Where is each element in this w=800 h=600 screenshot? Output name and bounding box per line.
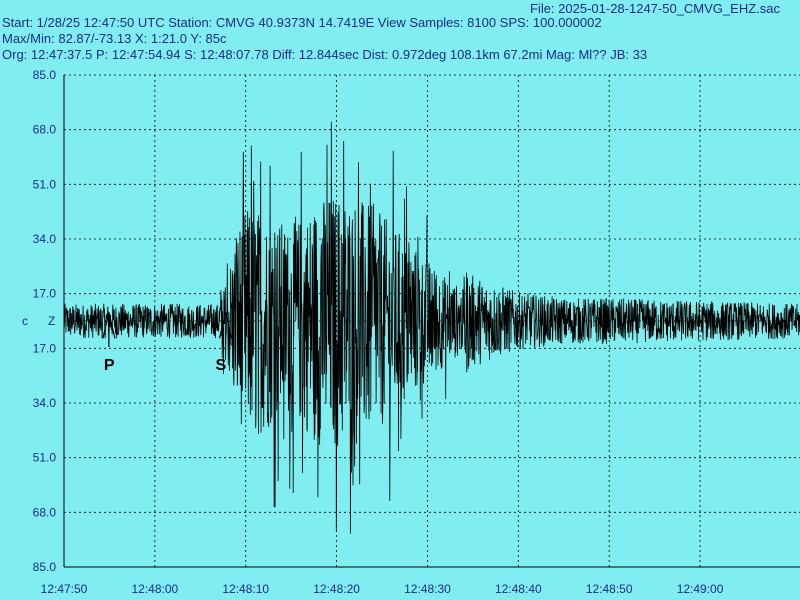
y-tick-label: 51.0 bbox=[33, 177, 57, 191]
header-origin-line: Org: 12:47:37.5 P: 12:47:54.94 S: 12:48:… bbox=[2, 47, 648, 62]
p-pick-marker bbox=[102, 312, 116, 348]
x-tick-label: 12:48:10 bbox=[222, 582, 269, 596]
header-maxmin-line: Max/Min: 82.87/-73.13 X: 1:21.0 Y: 85c bbox=[2, 31, 227, 46]
x-tick-label: 12:48:50 bbox=[586, 582, 633, 596]
y-tick-label: 85.0 bbox=[33, 68, 57, 82]
y-tick-label: 34.0 bbox=[33, 232, 57, 246]
header-start-line: Start: 1/28/25 12:47:50 UTC Station: CMV… bbox=[2, 15, 602, 30]
x-tick-label: 12:49:00 bbox=[677, 582, 724, 596]
x-tick-label: 12:48:20 bbox=[313, 582, 360, 596]
file-name: File: 2025-01-28-1247-50_CMVG_EHZ.sac bbox=[529, 1, 780, 16]
y-tick-label: 51.0 bbox=[33, 451, 57, 465]
y-tick-label: 17.0 bbox=[33, 287, 57, 301]
x-tick-label: 12:47:50 bbox=[41, 582, 88, 596]
y-tick-label: 68.0 bbox=[33, 505, 57, 519]
x-tick-label: 12:48:30 bbox=[404, 582, 451, 596]
s-pick-marker bbox=[218, 312, 233, 339]
y-tick-label: 17.0 bbox=[33, 341, 57, 355]
x-tick-label: 12:48:40 bbox=[495, 582, 542, 596]
y-tick-label: 85.0 bbox=[33, 560, 57, 574]
x-tick-label: 12:48:00 bbox=[132, 582, 179, 596]
seismic-trace bbox=[63, 121, 800, 534]
axis-label: Z bbox=[48, 314, 55, 328]
p-pick-label: P bbox=[104, 357, 115, 374]
y-tick-label: 34.0 bbox=[33, 396, 57, 410]
y-tick-label: 68.0 bbox=[33, 123, 57, 137]
component-label: c bbox=[22, 314, 28, 328]
s-pick-label: S bbox=[216, 357, 227, 374]
